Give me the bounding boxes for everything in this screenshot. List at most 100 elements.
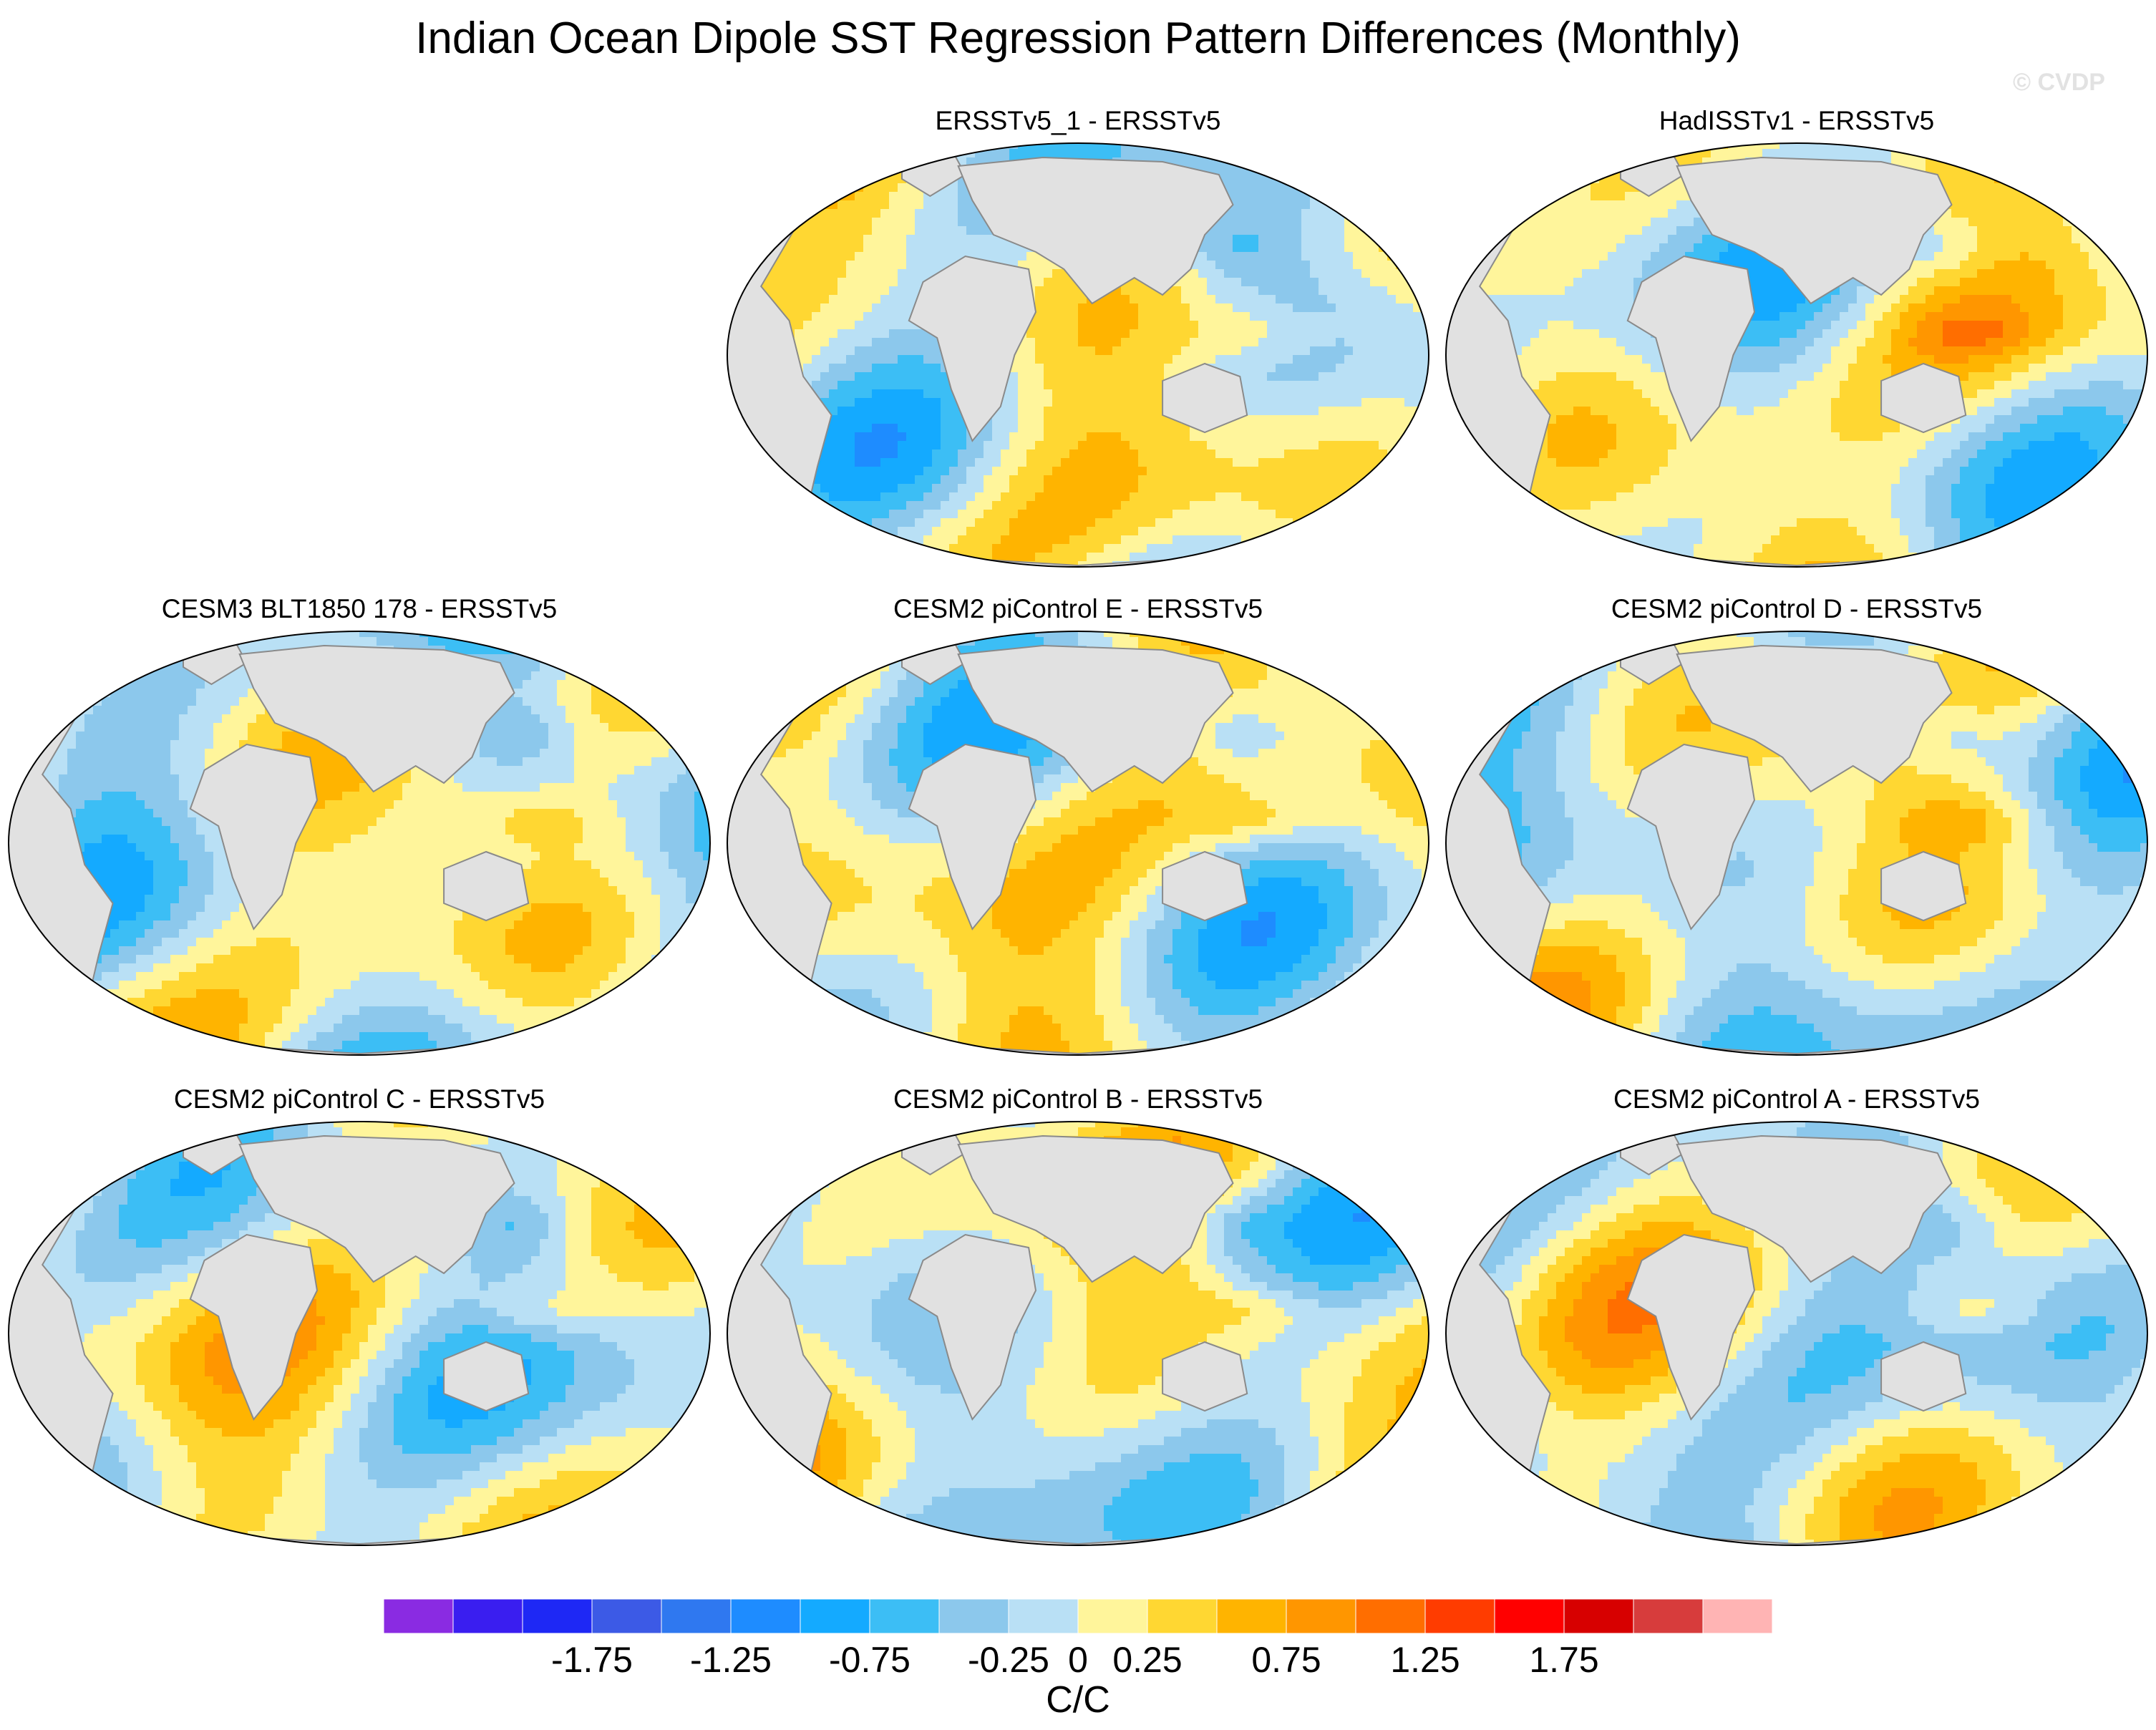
sst-cell (743, 492, 752, 502)
sst-cell (1284, 209, 1293, 218)
sst-cell (923, 441, 933, 450)
sst-cell (992, 527, 1001, 536)
sst-cell (1087, 510, 1096, 519)
sst-cell (846, 527, 855, 536)
sst-cell (898, 346, 907, 356)
sst-cell (898, 355, 907, 364)
sst-cell (1353, 492, 1362, 502)
sst-cell (812, 235, 821, 244)
sst-cell (1250, 364, 1259, 373)
sst-cell (1319, 484, 1328, 493)
sst-cell (1035, 449, 1044, 459)
sst-cell (837, 432, 847, 442)
sst-cell (1379, 415, 1388, 424)
sst-cell (803, 535, 812, 545)
sst-cell (1138, 484, 1147, 493)
sst-cell (1336, 518, 1345, 528)
sst-cell (1121, 295, 1130, 304)
sst-cell (1241, 243, 1251, 253)
sst-cell (1310, 166, 1319, 175)
sst-cell (941, 143, 950, 150)
sst-cell (1293, 510, 1302, 519)
sst-cell (837, 544, 847, 553)
sst-cell (915, 346, 924, 356)
sst-cell (1994, 149, 2004, 158)
sst-cell (855, 364, 864, 373)
sst-cell (1112, 355, 1122, 364)
sst-cell (846, 200, 855, 210)
sst-cell (1224, 364, 1233, 373)
sst-cell (803, 544, 812, 553)
sst-cell (1061, 535, 1070, 545)
sst-cell (923, 200, 933, 210)
sst-cell (880, 484, 890, 493)
sst-cell (829, 243, 838, 253)
sst-cell (1078, 544, 1087, 553)
sst-cell (1250, 183, 1259, 193)
sst-cell (837, 484, 847, 493)
sst-cell (769, 226, 778, 235)
sst-cell (2011, 192, 2021, 201)
sst-cell (1207, 441, 1216, 450)
sst-cell (915, 143, 924, 150)
sst-cell (975, 149, 984, 158)
sst-cell (1138, 492, 1147, 502)
sst-cell (1361, 295, 1371, 304)
sst-cell (1387, 510, 1397, 519)
sst-cell (1361, 535, 1371, 545)
sst-cell (1138, 475, 1147, 485)
sst-cell (1539, 183, 1548, 193)
sst-cell (1095, 553, 1104, 562)
sst-cell (898, 321, 907, 330)
sst-cell (1026, 492, 1036, 502)
sst-cell (727, 166, 735, 175)
sst-cell (1250, 312, 1259, 321)
sst-cell (1413, 484, 1422, 493)
sst-cell (1155, 338, 1165, 347)
sst-cell (752, 553, 761, 562)
sst-cell (932, 535, 941, 545)
sst-cell (795, 338, 804, 347)
sst-cell (906, 149, 916, 158)
sst-cell (880, 235, 890, 244)
sst-cell (958, 149, 967, 158)
sst-cell (2063, 175, 2072, 184)
sst-cell (1446, 175, 1454, 184)
sst-cell (855, 535, 864, 545)
sst-cell (1361, 364, 1371, 373)
sst-cell (829, 192, 838, 201)
sst-cell (880, 252, 890, 261)
sst-cell (829, 252, 838, 261)
sst-cell (1267, 424, 1276, 433)
sst-cell (2020, 149, 2029, 158)
sst-cell (1404, 535, 1414, 545)
sst-cell (829, 286, 838, 296)
sst-cell (820, 329, 830, 339)
sst-cell (777, 157, 787, 167)
sst-cell (923, 484, 933, 493)
sst-cell (1370, 338, 1379, 347)
sst-cell (1379, 501, 1388, 510)
sst-cell (966, 226, 976, 235)
sst-cell (1943, 149, 1952, 158)
sst-cell (949, 518, 958, 528)
sst-cell (1413, 535, 1422, 545)
sst-cell (992, 553, 1001, 562)
sst-cell (1413, 467, 1422, 476)
sst-cell (743, 510, 752, 519)
sst-cell (2003, 200, 2012, 210)
sst-cell (1009, 415, 1019, 424)
sst-cell (1310, 518, 1319, 528)
sst-cell (1379, 553, 1388, 562)
sst-cell (1121, 338, 1130, 347)
sst-cell (2097, 166, 2107, 175)
sst-cell (1565, 166, 1574, 175)
sst-cell (1147, 449, 1156, 459)
sst-cell (1379, 389, 1388, 399)
sst-cell (786, 286, 795, 296)
sst-cell (992, 535, 1001, 545)
sst-cell (1573, 157, 1583, 167)
sst-cell (1241, 501, 1251, 510)
sst-cell (1009, 492, 1019, 502)
sst-cell (966, 501, 976, 510)
